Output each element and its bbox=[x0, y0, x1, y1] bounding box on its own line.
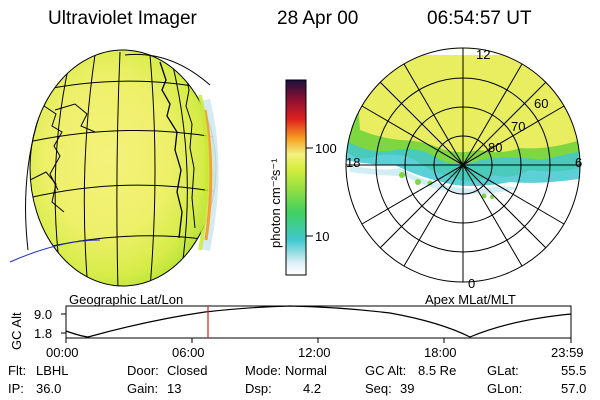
mlt-label-12: 12 bbox=[476, 47, 491, 62]
colorbar bbox=[285, 79, 313, 276]
geographic-panel-label: Geographic Lat/Lon bbox=[69, 292, 184, 307]
alt-ylabel: GC Alt bbox=[9, 312, 24, 350]
mlt-label-18: 18 bbox=[346, 155, 361, 170]
alt-xtick-1200: 12:00 bbox=[298, 345, 331, 360]
lat-label-60: 60 bbox=[534, 96, 549, 111]
ip-value: 36.0 bbox=[36, 381, 62, 396]
alt-xtick-2359: 23:59 bbox=[551, 345, 584, 360]
dsp-label: Dsp: bbox=[245, 381, 272, 396]
altitude-plot bbox=[61, 305, 572, 343]
mode-label: Mode: bbox=[245, 363, 282, 378]
alt-ytick-9: 9.0 bbox=[34, 307, 53, 322]
door-label: Door: bbox=[127, 363, 159, 378]
gain-label: Gain: bbox=[127, 381, 159, 396]
dsp-value: 4.2 bbox=[303, 381, 322, 396]
glon-label: GLon: bbox=[487, 381, 523, 396]
flt-label: Flt: bbox=[8, 363, 27, 378]
mode-value: Normal bbox=[285, 363, 327, 378]
lat-label-70: 70 bbox=[511, 119, 526, 134]
glat-label: GLat: bbox=[487, 363, 519, 378]
apex-panel-label: Apex MLat/MLT bbox=[425, 292, 516, 307]
time-label: 06:54:57 UT bbox=[427, 8, 532, 29]
door-value: Closed bbox=[167, 363, 208, 378]
alt-xtick-0600: 06:00 bbox=[172, 345, 205, 360]
seq-label: Seq: bbox=[365, 381, 392, 396]
gcalt-value: 8.5 Re bbox=[418, 363, 457, 378]
flt-value: LBHL bbox=[36, 363, 69, 378]
instrument-title: Ultraviolet Imager bbox=[48, 8, 197, 29]
colorbar-tick-10: 10 bbox=[315, 229, 330, 244]
mlt-label-0: 0 bbox=[468, 276, 476, 291]
polar-plot bbox=[345, 47, 581, 283]
ip-label: IP: bbox=[8, 381, 24, 396]
gcalt-label: GC Alt: bbox=[365, 363, 407, 378]
lat-label-80: 80 bbox=[488, 140, 503, 155]
alt-xtick-0000: 00:00 bbox=[46, 345, 79, 360]
date-label: 28 Apr 00 bbox=[277, 8, 359, 29]
mlt-label-6: 6 bbox=[575, 155, 583, 170]
alt-ytick-1.8: 1.8 bbox=[34, 326, 53, 341]
seq-value: 39 bbox=[400, 381, 415, 396]
alt-xtick-1800: 18:00 bbox=[424, 345, 457, 360]
colorbar-unit-label: photon cm⁻²s⁻¹ bbox=[268, 158, 283, 248]
earth-disk-image bbox=[9, 49, 219, 287]
gain-value: 13 bbox=[167, 381, 182, 396]
colorbar-tick-100: 100 bbox=[315, 141, 337, 156]
glat-value: 55.5 bbox=[561, 363, 587, 378]
glon-value: 57.0 bbox=[561, 381, 587, 396]
